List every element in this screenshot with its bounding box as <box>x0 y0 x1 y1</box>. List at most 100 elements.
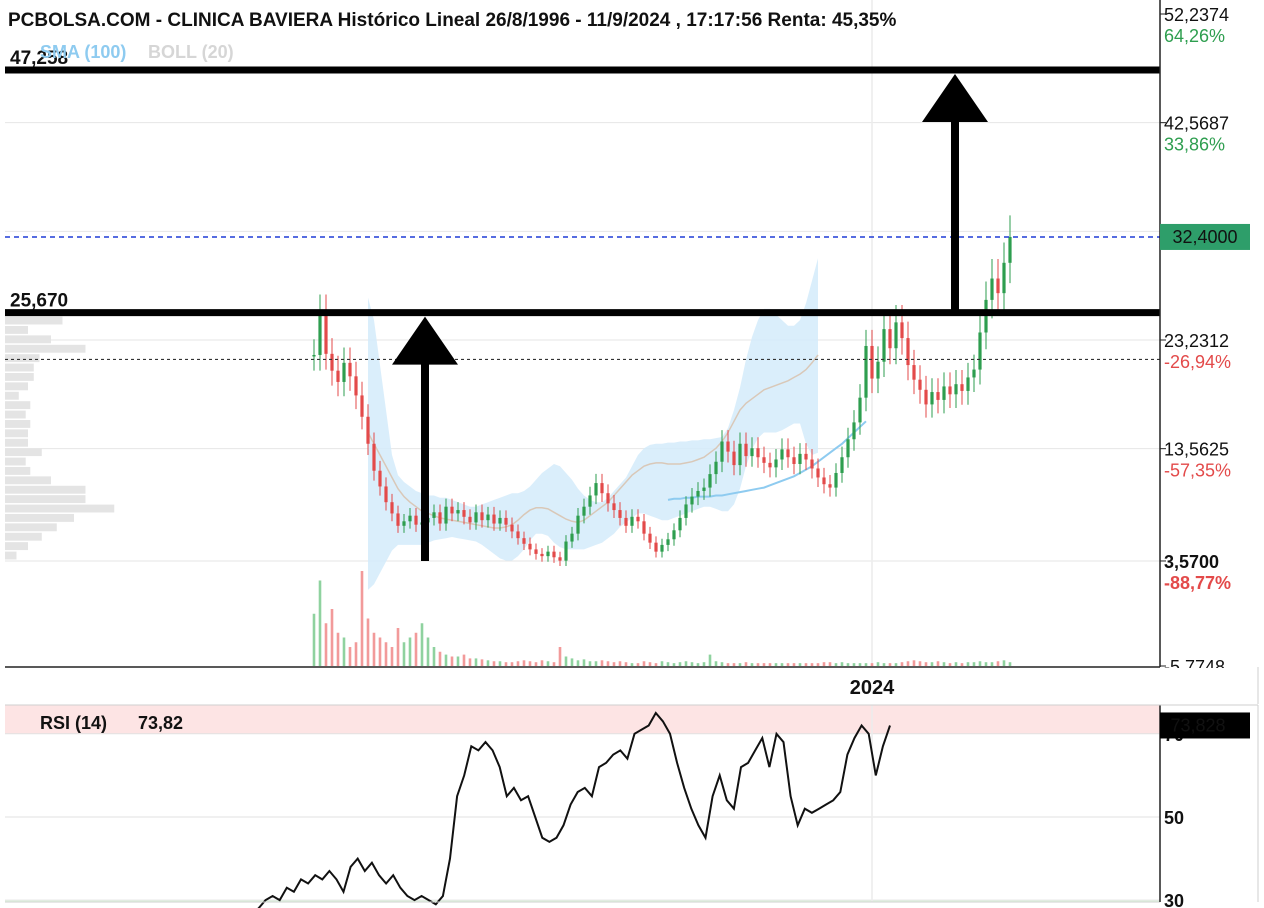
volume-bar-10 <box>372 632 376 666</box>
volume-profile-bar-16 <box>5 466 31 475</box>
volume-bar-35 <box>522 660 526 666</box>
y-pct-5: -88,77% <box>1164 573 1231 593</box>
volume-bar-28 <box>480 659 484 666</box>
volume-profile-bar-11 <box>5 419 31 428</box>
volume-bar-12 <box>384 642 388 666</box>
volume-bar-15 <box>402 642 406 666</box>
candle-body-45 <box>582 506 586 516</box>
volume-bar-27 <box>474 658 478 666</box>
volume-bar-1 <box>318 580 322 666</box>
volume-bar-47 <box>594 661 598 666</box>
volume-bar-88 <box>840 662 844 666</box>
candle-body-32 <box>504 517 508 525</box>
volume-bar-56 <box>648 662 652 666</box>
candle-body-84 <box>816 468 820 478</box>
rsi-line <box>257 711 891 908</box>
candle-body-86 <box>828 484 832 488</box>
candle-body-37 <box>534 549 538 554</box>
volume-profile-bar-2 <box>5 335 51 344</box>
candle-body-50 <box>612 503 616 511</box>
y-label-3: 23,2312 <box>1164 331 1229 351</box>
volume-bar-97 <box>894 663 898 666</box>
volume-bar-104 <box>936 661 940 666</box>
candle-body-114 <box>996 278 1000 294</box>
candle-body-24 <box>456 510 460 514</box>
candle-body-29 <box>486 514 490 521</box>
volume-bar-25 <box>462 654 466 666</box>
volume-profile <box>5 316 115 560</box>
candle-body-38 <box>540 553 544 557</box>
x-axis-year-label: 2024 <box>850 677 895 699</box>
volume-bars <box>312 571 1012 666</box>
volume-bar-91 <box>858 663 862 666</box>
volume-profile-bar-12 <box>5 429 28 438</box>
volume-bar-114 <box>996 661 1000 666</box>
candle-body-66 <box>708 474 712 488</box>
volume-bar-76 <box>768 663 772 666</box>
volume-bar-75 <box>762 663 766 666</box>
bollinger-bands <box>367 258 819 590</box>
volume-profile-bar-7 <box>5 382 28 391</box>
volume-bar-79 <box>786 663 790 666</box>
candle-body-76 <box>768 462 772 468</box>
y-label-5: 3,5700 <box>1164 552 1219 572</box>
candle-body-94 <box>876 361 880 379</box>
volume-profile-bar-5 <box>5 363 34 372</box>
volume-bar-13 <box>390 647 394 666</box>
volume-bar-22 <box>444 654 448 666</box>
volume-bar-116 <box>1008 662 1012 666</box>
volume-bar-6 <box>348 647 352 666</box>
volume-profile-bar-9 <box>5 401 31 410</box>
candle-body-9 <box>366 416 370 444</box>
candle-body-14 <box>396 513 400 526</box>
candle-body-43 <box>570 533 574 542</box>
candle-body-33 <box>510 524 514 532</box>
candle-body-27 <box>474 512 478 523</box>
volume-bar-65 <box>702 662 706 666</box>
candle-body-48 <box>600 483 604 494</box>
volume-bar-57 <box>654 663 658 666</box>
volume-profile-bar-13 <box>5 438 28 447</box>
candle-body-3 <box>330 353 334 371</box>
volume-bar-83 <box>810 663 814 666</box>
candle-body-8 <box>360 395 364 417</box>
volume-bar-115 <box>1002 660 1006 666</box>
volume-bar-8 <box>360 571 364 666</box>
y-pct-1: 33,86% <box>1164 135 1225 155</box>
volume-bar-59 <box>666 662 670 666</box>
volume-bar-108 <box>960 663 964 666</box>
candle-body-34 <box>516 531 520 539</box>
candle-body-2 <box>324 312 328 354</box>
volume-bar-110 <box>972 662 976 666</box>
volume-bar-26 <box>468 658 472 666</box>
candle-body-17 <box>414 515 418 525</box>
volume-bar-2 <box>324 623 328 666</box>
volume-bar-103 <box>930 662 934 666</box>
candle-body-74 <box>756 448 760 458</box>
volume-profile-bar-15 <box>5 457 26 466</box>
candle-body-112 <box>984 299 988 333</box>
volume-profile-bar-4 <box>5 354 40 363</box>
volume-bar-32 <box>504 662 508 666</box>
candle-body-72 <box>744 443 748 457</box>
candle-body-82 <box>804 453 808 460</box>
y-label-1: 42,5687 <box>1164 114 1229 134</box>
candle-body-35 <box>522 538 526 544</box>
volume-bar-18 <box>420 623 424 666</box>
candle-body-53 <box>630 516 634 526</box>
level-label-0: 47,258 <box>10 48 68 69</box>
candle-body-106 <box>948 386 952 395</box>
candle-body-108 <box>960 384 964 391</box>
volume-bar-95 <box>882 663 886 666</box>
volume-profile-bar-23 <box>5 532 42 541</box>
current-price-tag: 32,4000 <box>1160 223 1250 250</box>
candle-body-28 <box>480 512 484 521</box>
bollinger-middle-line <box>367 354 819 529</box>
volume-bar-78 <box>780 663 784 666</box>
legend-sma: SMA (100) <box>40 42 126 62</box>
candle-body-0 <box>312 354 316 357</box>
volume-bar-100 <box>912 660 916 666</box>
volume-bar-107 <box>954 662 958 666</box>
candle-body-55 <box>642 521 646 534</box>
